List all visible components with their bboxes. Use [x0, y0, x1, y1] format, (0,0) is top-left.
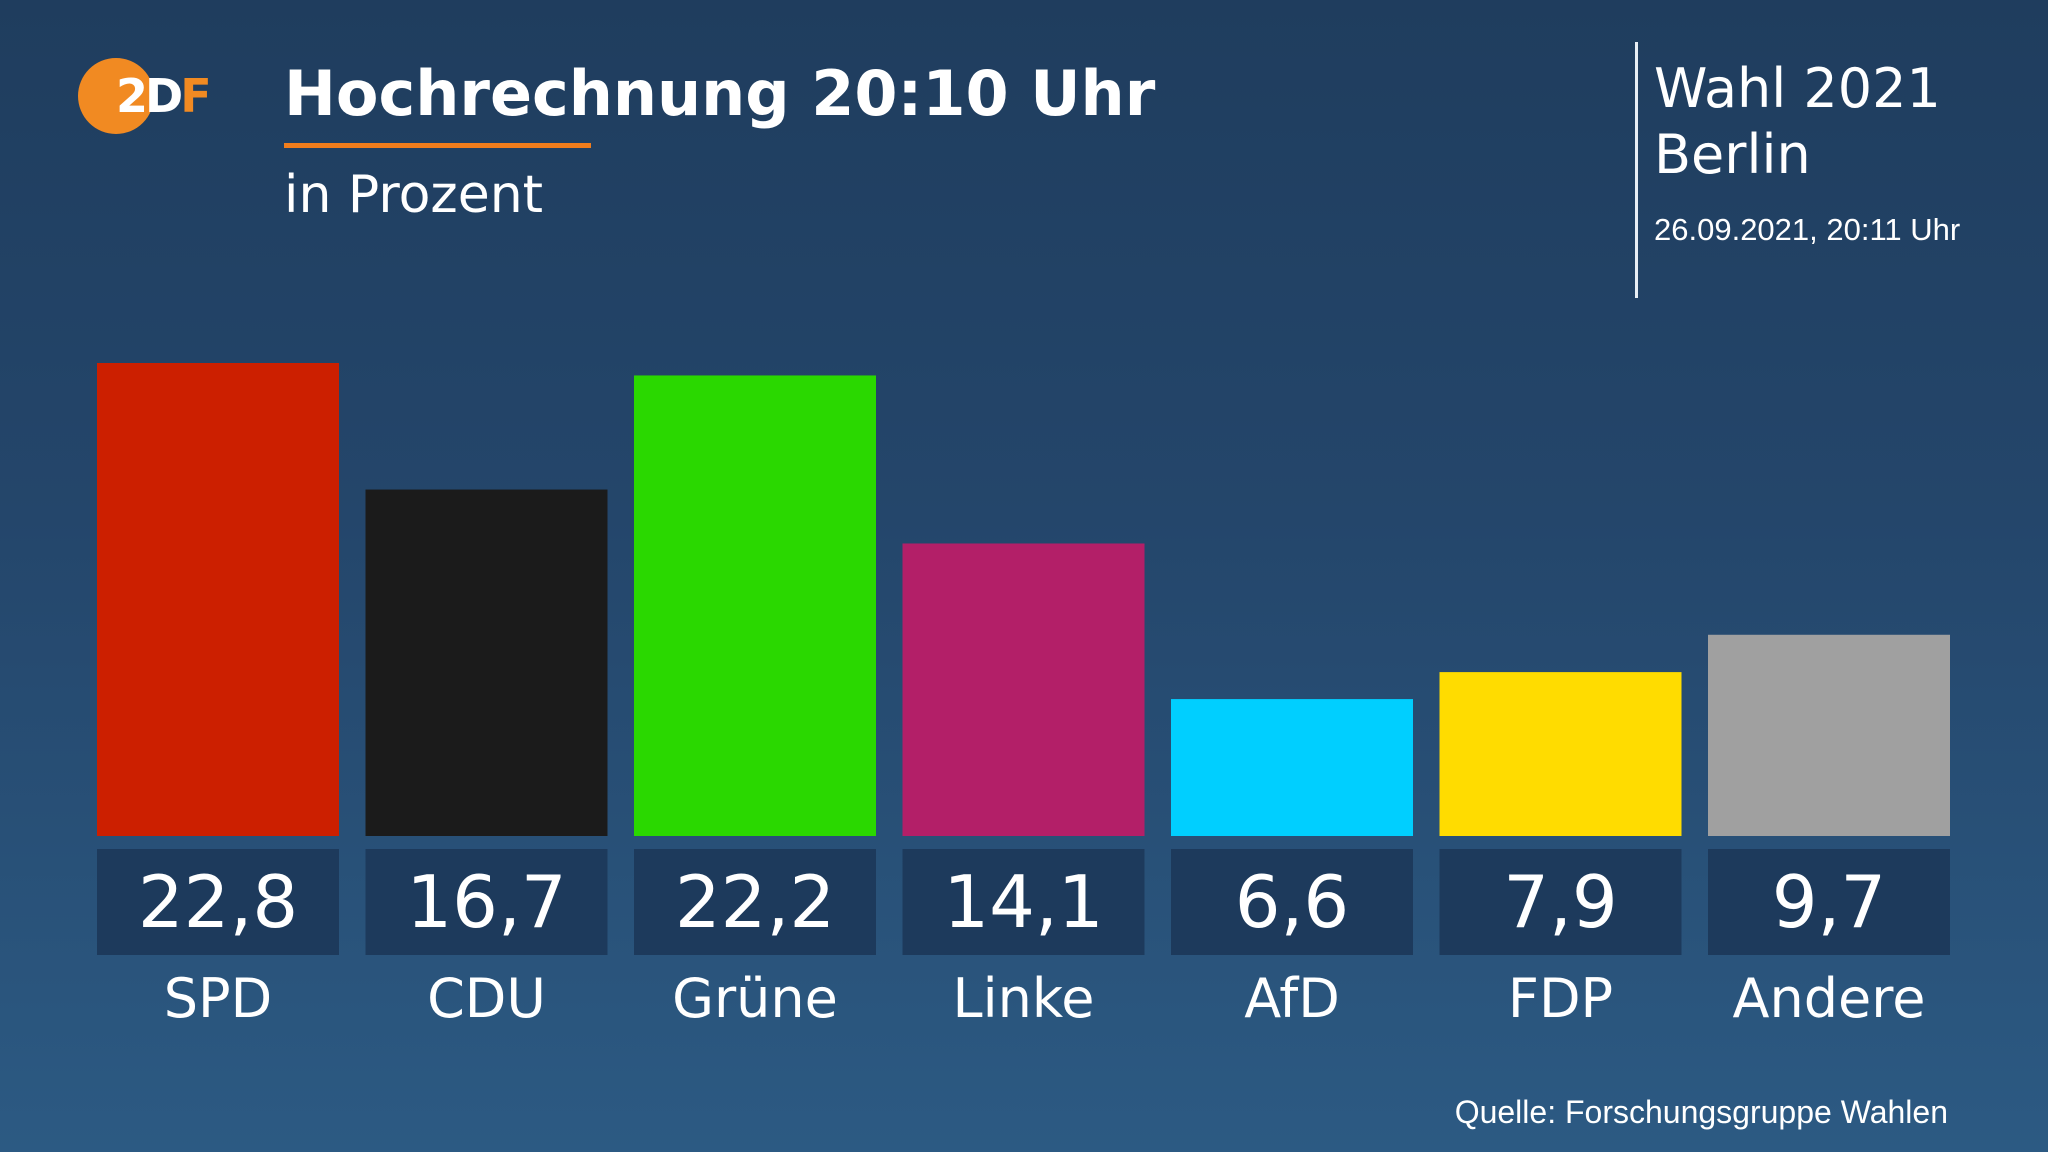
value-box-gr-ne [634, 849, 876, 955]
bar-fdp [1439, 672, 1682, 836]
value-box-fdp [1439, 849, 1682, 955]
category-label-fdp: FDP [1508, 967, 1613, 1030]
zdf-logo-text: 2DF [116, 69, 212, 123]
category-label-linke: Linke [953, 967, 1095, 1030]
bar-andere [1708, 634, 1950, 836]
election-name: Wahl 2021 [1654, 57, 1941, 120]
category-label-afd: AfD [1244, 967, 1340, 1030]
chart-title: Hochrechnung 20:10 Uhr [284, 57, 1156, 130]
bar-afd [1171, 699, 1413, 836]
election-region: Berlin [1654, 123, 1811, 186]
value-label-linke: 14,1 [943, 860, 1103, 944]
timestamp: 26.09.2021, 20:11 Uhr [1654, 212, 1961, 247]
value-label-spd: 22,8 [138, 860, 298, 944]
value-box-afd [1171, 849, 1413, 955]
chart-subtitle: in Prozent [284, 165, 544, 225]
title-underline [284, 143, 591, 148]
election-info: Wahl 2021 Berlin [1654, 56, 1941, 188]
category-label-andere: Andere [1733, 967, 1926, 1030]
value-box-andere [1708, 849, 1950, 955]
header-divider [1635, 42, 1638, 298]
bar-spd [97, 363, 339, 836]
value-box-linke [902, 849, 1145, 955]
value-box-spd [97, 849, 339, 955]
value-box-cdu [365, 849, 608, 955]
category-label-gr-ne: Grüne [672, 967, 838, 1030]
value-label-afd: 6,6 [1235, 860, 1350, 944]
bar-linke [902, 543, 1145, 836]
bar-gr-ne [634, 375, 876, 836]
value-label-fdp: 7,9 [1503, 860, 1618, 944]
value-label-gr-ne: 22,2 [675, 860, 835, 944]
source-note: Quelle: Forschungsgruppe Wahlen [1454, 1094, 1948, 1130]
value-label-andere: 9,7 [1772, 860, 1887, 944]
bar-cdu [365, 489, 608, 836]
category-label-cdu: CDU [427, 967, 546, 1030]
zdf-logo: 2DF [78, 56, 218, 136]
zdf-logo-circle [78, 58, 154, 134]
value-label-cdu: 16,7 [406, 860, 566, 944]
category-label-spd: SPD [164, 967, 272, 1030]
